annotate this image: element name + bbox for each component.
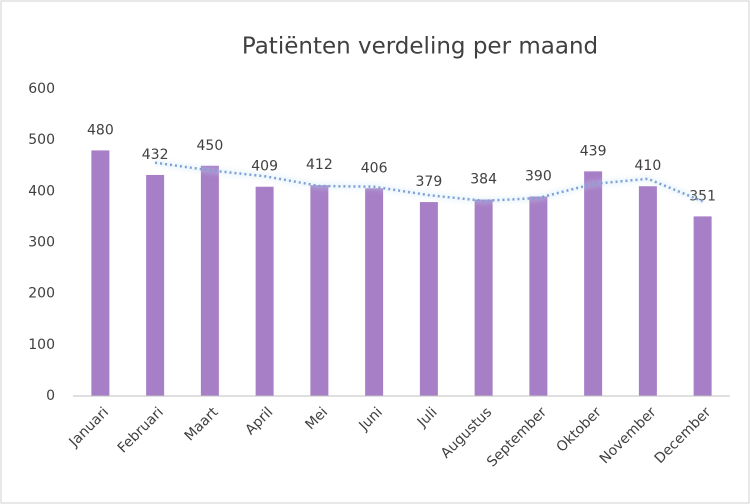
value-label: 480 xyxy=(87,122,114,138)
value-label: 390 xyxy=(525,168,552,184)
value-label: 450 xyxy=(197,138,224,154)
value-label: 432 xyxy=(142,147,169,163)
y-tick-label: 400 xyxy=(28,183,55,199)
bar xyxy=(638,186,657,396)
y-tick-label: 300 xyxy=(28,235,55,251)
y-tick-label: 100 xyxy=(28,337,55,353)
value-label: 384 xyxy=(470,172,497,188)
value-label: 412 xyxy=(306,157,333,173)
bar xyxy=(693,216,712,396)
y-tick-label: 600 xyxy=(28,81,55,97)
value-label: 406 xyxy=(361,160,388,176)
value-label: 439 xyxy=(580,143,607,159)
bar xyxy=(584,171,603,396)
bar xyxy=(255,186,274,396)
bar xyxy=(474,199,493,396)
y-tick-label: 0 xyxy=(46,388,55,404)
value-label: 379 xyxy=(416,174,443,190)
value-label: 409 xyxy=(251,159,278,175)
bar xyxy=(529,196,548,396)
value-label: 351 xyxy=(689,188,716,204)
bar xyxy=(419,202,438,396)
bar xyxy=(310,185,329,396)
y-tick-label: 200 xyxy=(28,286,55,302)
bar xyxy=(146,174,165,396)
trendline xyxy=(154,161,704,203)
y-tick-label: 500 xyxy=(28,132,55,148)
chart-title: Patiënten verdeling per maand xyxy=(242,34,598,60)
bar xyxy=(365,188,384,396)
value-label: 410 xyxy=(635,158,662,174)
bar xyxy=(91,150,110,396)
bar xyxy=(200,165,219,396)
